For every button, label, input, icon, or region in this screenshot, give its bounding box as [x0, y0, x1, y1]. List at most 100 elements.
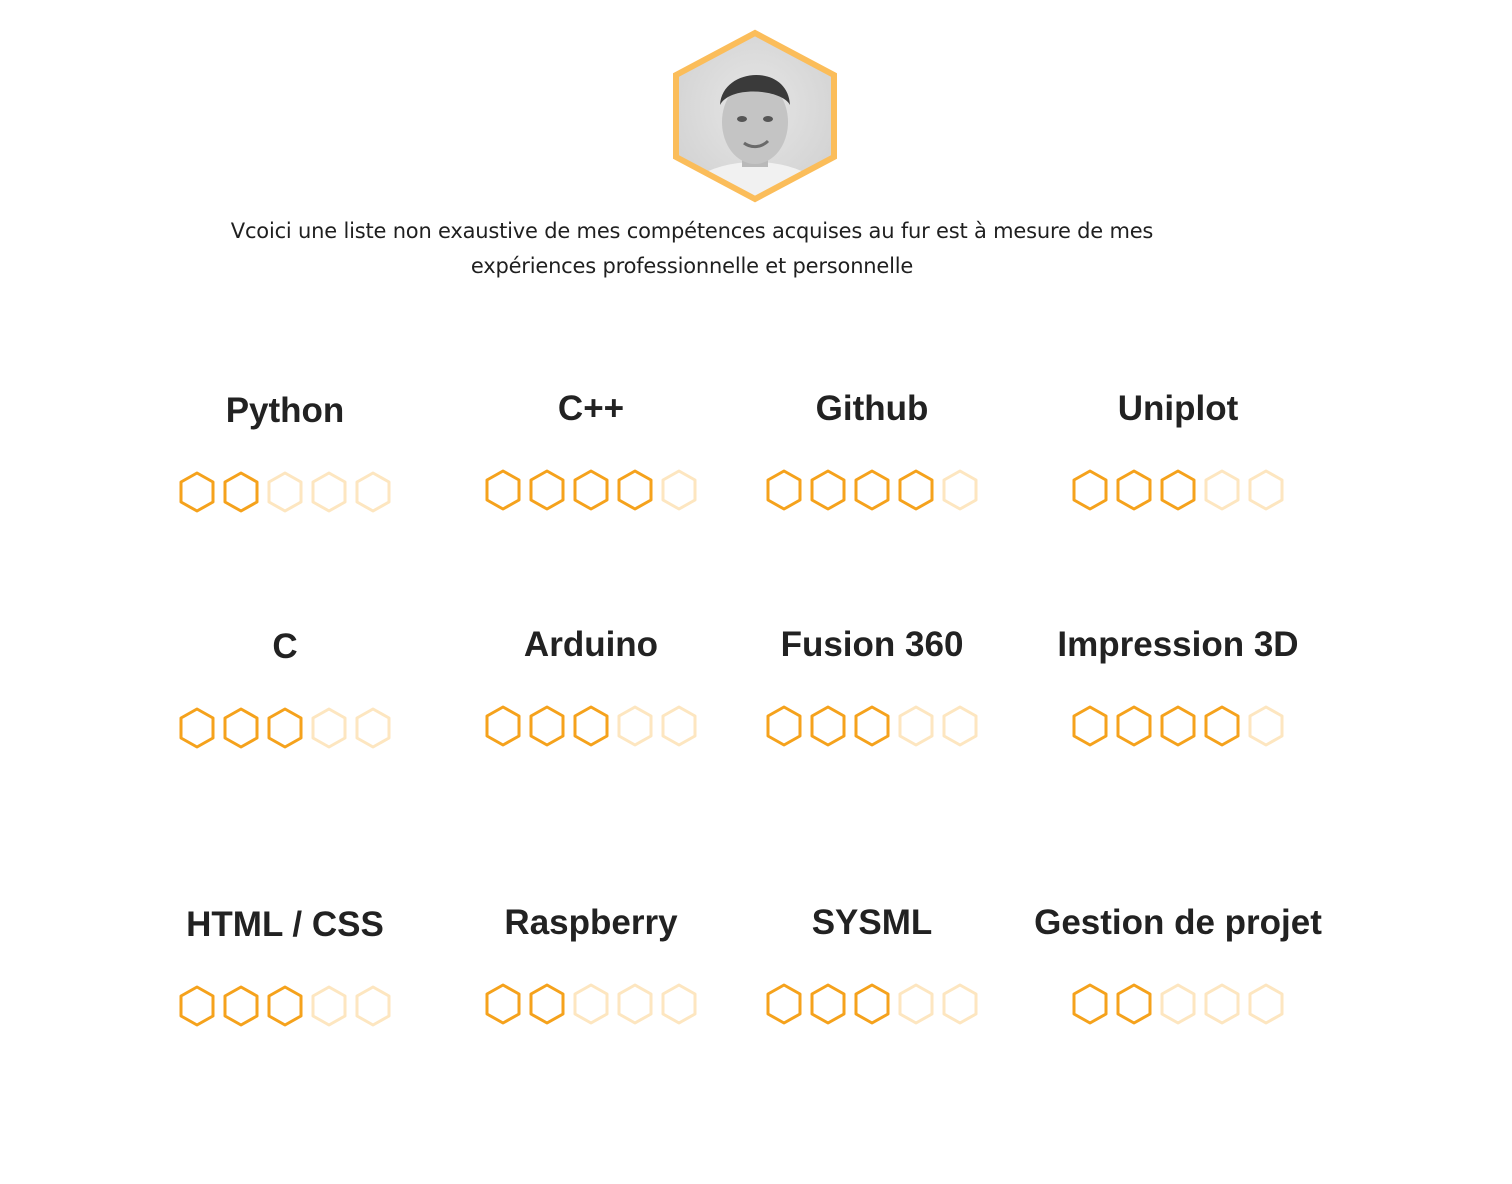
- hexagon-empty-icon: [267, 471, 303, 513]
- hexagon-filled-icon: [854, 705, 890, 747]
- skill-rating: [421, 705, 761, 747]
- hexagon-filled-icon: [267, 707, 303, 749]
- skill-name: SYSML: [811, 903, 933, 942]
- skill-rating: [421, 469, 761, 511]
- hexagon-empty-icon: [311, 985, 347, 1027]
- skill-cpp: C++: [421, 389, 761, 511]
- hexagon-filled-icon: [179, 471, 215, 513]
- skill-c: C: [115, 627, 455, 749]
- hexagon-filled-icon: [179, 707, 215, 749]
- hexagon-empty-icon: [661, 983, 697, 1025]
- hexagon-empty-icon: [661, 705, 697, 747]
- skill-name: Impression 3D: [1057, 625, 1299, 664]
- hexagon-empty-icon: [898, 983, 934, 1025]
- hexagon-empty-icon: [1204, 983, 1240, 1025]
- hexagon-filled-icon: [529, 469, 565, 511]
- hexagon-filled-icon: [1116, 705, 1152, 747]
- intro-text: Vcoici une liste non exaustive de mes co…: [190, 214, 1194, 284]
- skill-name: Raspberry: [504, 903, 678, 942]
- hexagon-filled-icon: [766, 705, 802, 747]
- hexagon-empty-icon: [311, 707, 347, 749]
- skill-name: C: [272, 627, 298, 666]
- hexagon-filled-icon: [810, 469, 846, 511]
- hexagon-empty-icon: [1248, 469, 1284, 511]
- profile-avatar: [670, 27, 840, 205]
- hexagon-filled-icon: [179, 985, 215, 1027]
- hexagon-filled-icon: [485, 983, 521, 1025]
- hexagon-filled-icon: [485, 469, 521, 511]
- skill-rating: [1008, 983, 1348, 1025]
- avatar-hexagon: [673, 29, 837, 203]
- hexagon-empty-icon: [942, 469, 978, 511]
- hexagon-filled-icon: [617, 469, 653, 511]
- hexagon-empty-icon: [1204, 469, 1240, 511]
- skill-name: Uniplot: [1117, 389, 1239, 428]
- skill-html-css: HTML / CSS: [115, 905, 455, 1027]
- hexagon-filled-icon: [529, 705, 565, 747]
- skill-rating: [1008, 705, 1348, 747]
- hexagon-filled-icon: [1072, 705, 1108, 747]
- hexagon-filled-icon: [854, 983, 890, 1025]
- hexagon-filled-icon: [223, 985, 259, 1027]
- hexagon-filled-icon: [1160, 705, 1196, 747]
- skill-fusion-360: Fusion 360: [702, 625, 1042, 747]
- skill-python: Python: [115, 391, 455, 513]
- hexagon-empty-icon: [617, 705, 653, 747]
- skill-rating: [115, 985, 455, 1027]
- hexagon-empty-icon: [355, 471, 391, 513]
- skill-sysml: SYSML: [702, 903, 1042, 1025]
- skill-rating: [115, 707, 455, 749]
- skill-uniplot: Uniplot: [1008, 389, 1348, 511]
- hexagon-filled-icon: [1072, 469, 1108, 511]
- hexagon-empty-icon: [1160, 983, 1196, 1025]
- skill-name: HTML / CSS: [186, 905, 384, 944]
- intro-line-2: expériences professionnelle et personnel…: [470, 254, 914, 278]
- hexagon-empty-icon: [942, 705, 978, 747]
- skill-name: Python: [225, 391, 345, 430]
- skill-rating: [421, 983, 761, 1025]
- hexagon-filled-icon: [1072, 983, 1108, 1025]
- hexagon-filled-icon: [223, 707, 259, 749]
- hexagon-filled-icon: [810, 983, 846, 1025]
- hexagon-empty-icon: [355, 707, 391, 749]
- hexagon-filled-icon: [573, 705, 609, 747]
- hexagon-filled-icon: [898, 469, 934, 511]
- hexagon-filled-icon: [1116, 469, 1152, 511]
- skill-name: C++: [557, 389, 625, 428]
- hexagon-empty-icon: [617, 983, 653, 1025]
- skill-rating: [702, 469, 1042, 511]
- hexagon-empty-icon: [1248, 705, 1284, 747]
- skill-rating: [115, 471, 455, 513]
- hexagon-filled-icon: [810, 705, 846, 747]
- skill-rating: [702, 705, 1042, 747]
- hexagon-filled-icon: [766, 469, 802, 511]
- skill-name: Fusion 360: [780, 625, 964, 664]
- hexagon-filled-icon: [267, 985, 303, 1027]
- hexagon-empty-icon: [355, 985, 391, 1027]
- hexagon-filled-icon: [223, 471, 259, 513]
- skill-gestion-de-projet: Gestion de projet: [1008, 903, 1348, 1025]
- skill-name: Arduino: [523, 625, 659, 664]
- hexagon-empty-icon: [1248, 983, 1284, 1025]
- skill-name: Github: [815, 389, 929, 428]
- hexagon-filled-icon: [485, 705, 521, 747]
- skill-github: Github: [702, 389, 1042, 511]
- hexagon-filled-icon: [766, 983, 802, 1025]
- hexagon-empty-icon: [661, 469, 697, 511]
- hexagon-filled-icon: [529, 983, 565, 1025]
- skill-rating: [1008, 469, 1348, 511]
- hexagon-empty-icon: [311, 471, 347, 513]
- skill-impression-3d: Impression 3D: [1008, 625, 1348, 747]
- intro-line-1: Vcoici une liste non exaustive de mes co…: [230, 219, 1154, 243]
- skill-rating: [702, 983, 1042, 1025]
- hexagon-empty-icon: [942, 983, 978, 1025]
- hexagon-filled-icon: [1160, 469, 1196, 511]
- hexagon-filled-icon: [854, 469, 890, 511]
- skill-arduino: Arduino: [421, 625, 761, 747]
- hexagon-empty-icon: [573, 983, 609, 1025]
- hexagon-empty-icon: [898, 705, 934, 747]
- hexagon-filled-icon: [1204, 705, 1240, 747]
- skill-raspberry: Raspberry: [421, 903, 761, 1025]
- hexagon-filled-icon: [1116, 983, 1152, 1025]
- hexagon-filled-icon: [573, 469, 609, 511]
